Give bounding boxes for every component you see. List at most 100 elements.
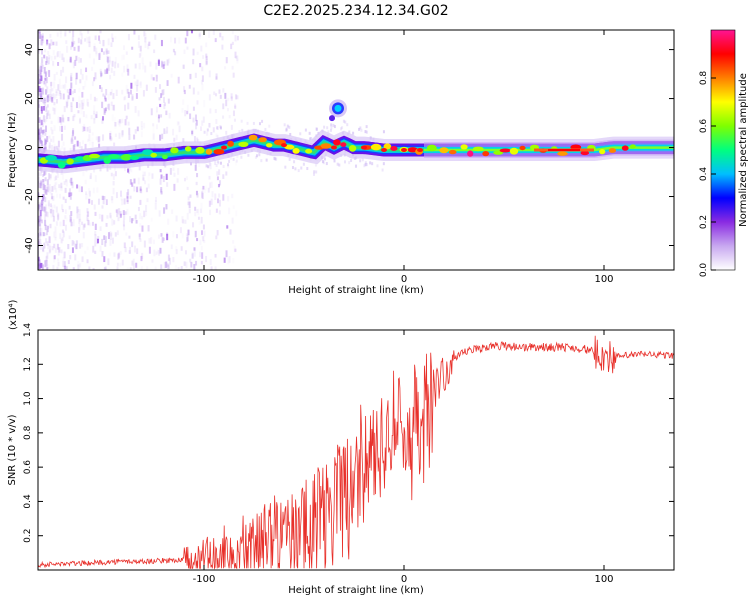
spectrogram-noise-speck [39, 69, 42, 77]
spectrogram-noise-speck [44, 83, 47, 87]
spectrogram-noise-speck [51, 246, 54, 251]
spectrogram-noise-speck [160, 233, 163, 237]
spectrogram-noise-speck [50, 81, 53, 87]
spectrogram-noise-speck [38, 203, 40, 211]
spectrogram-noise-speck [352, 131, 355, 135]
spectrogram-noise-speck [155, 75, 158, 79]
spectrogram-noise-speck [154, 87, 157, 93]
spectrogram-noise-speck [139, 223, 142, 227]
spectrogram-noise-speck [297, 169, 300, 173]
spectrogram-noise-speck [69, 179, 72, 183]
spectrogram-noise-speck [139, 213, 142, 219]
spectrogram-blob [608, 148, 617, 153]
spectrogram-noise-speck [209, 108, 212, 114]
spectrogram-noise-speck [46, 267, 49, 270]
spectrogram-noise-speck [146, 198, 149, 203]
spectrogram-noise-speck [104, 97, 107, 102]
spectrogram-noise-speck [118, 119, 121, 123]
spectrogram-noise-speck [146, 266, 149, 270]
spectrogram-noise-speck [47, 110, 50, 116]
spectrogram-noise-speck [187, 229, 190, 236]
spectrogram-noise-speck [68, 205, 71, 210]
spectrogram-noise-speck [57, 147, 60, 154]
spectrogram-noise-speck [165, 204, 168, 210]
spectrogram-noise-speck [38, 195, 40, 201]
spectrogram-noise-speck [184, 250, 187, 255]
spectrogram-noise-speck [79, 243, 82, 249]
spectrogram-noise-speck [275, 157, 278, 161]
spectrogram-noise-speck [80, 186, 83, 193]
spectrogram-noise-speck [241, 128, 244, 132]
spectrogram-noise-speck [341, 126, 344, 130]
spectrogram-noise-speck [208, 175, 211, 180]
spectrogram-noise-speck [48, 145, 51, 150]
spectrogram-noise-speck [163, 96, 166, 103]
spectrogram-noise-speck [38, 117, 41, 123]
spectrogram-noise-speck [158, 250, 161, 256]
spectrogram-noise-speck [116, 262, 119, 266]
spectrogram-noise-speck [118, 253, 121, 258]
spectrogram-noise-speck [140, 266, 143, 270]
spectrogram-noise-speck [116, 212, 119, 218]
spectrogram-noise-speck [65, 217, 68, 222]
spectrogram-noise-speck [180, 246, 183, 251]
spectrogram-noise-speck [38, 31, 41, 39]
snr-frame [37, 329, 675, 571]
spectrogram-noise-speck [38, 250, 40, 258]
spectrogram-noise-speck [201, 120, 204, 126]
spectrogram-noise-speck [158, 97, 161, 101]
spectrogram-noise-speck [126, 267, 129, 270]
spectrogram-noise-speck [40, 119, 43, 126]
spectrogram-noise-speck [38, 104, 40, 109]
spectrogram-noise-speck [64, 215, 67, 219]
spectrogram-noise-layer [38, 30, 385, 270]
spectrogram-noise-speck [100, 70, 103, 78]
spectrogram-blob [557, 151, 568, 156]
spectrogram-noise-speck [112, 173, 115, 180]
spectrogram-noise-speck [170, 244, 173, 250]
spectrogram-noise-speck [95, 114, 98, 119]
spectrogram-noise-speck [114, 133, 117, 137]
spectrogram-noise-speck [344, 120, 347, 124]
spectrogram-noise-speck [78, 224, 81, 231]
spectrogram-noise-speck [323, 157, 326, 161]
spectrogram-noise-speck [95, 47, 98, 55]
spectrogram-noise-speck [119, 251, 122, 255]
colorbar-tick-label: 0.8 [699, 71, 709, 86]
spectrogram-noise-speck [113, 70, 116, 76]
spectrogram-noise-speck [142, 90, 145, 97]
spectrogram-noise-speck [151, 173, 154, 179]
spectrogram-noise-speck [238, 130, 241, 134]
spectrogram-noise-speck [114, 125, 117, 129]
spectrogram-axes: -100 0 100 40 20 0 -20 -40 [24, 30, 674, 285]
spectrogram-blob [509, 147, 519, 155]
spectrogram-blob [184, 146, 192, 152]
spectrogram-noise-speck [44, 48, 47, 53]
spectrogram-noise-speck [44, 142, 47, 149]
spectrogram-noise-speck [137, 41, 140, 48]
spectrogram-noise-speck [274, 157, 277, 161]
spectrogram-noise-speck [132, 263, 135, 270]
spectrogram-noise-speck [184, 110, 187, 117]
colorbar-tick-label: 0.0 [699, 263, 709, 278]
spectrogram-noise-speck [109, 238, 112, 246]
spectrogram-noise-speck [232, 110, 235, 117]
spectrogram-noise-speck [60, 182, 63, 189]
spectrogram-noise-speck [185, 261, 188, 269]
spectrogram-noise-speck [125, 84, 128, 92]
spectrogram-noise-speck [76, 212, 79, 219]
spectrogram-noise-speck [162, 89, 165, 95]
spectrogram-noise-speck [161, 89, 164, 96]
spectrogram-noise-speck [65, 266, 68, 270]
spectrogram-noise-speck [112, 180, 115, 186]
spectrogram-noise-speck [38, 241, 40, 246]
spectrogram-noise-speck [113, 252, 116, 257]
spectrogram-noise-speck [66, 99, 69, 107]
spectrogram-noise-speck [38, 108, 40, 116]
spectrogram-noise-speck [81, 91, 84, 98]
spectrogram-noise-speck [109, 215, 112, 219]
spectrogram-noise-speck [154, 34, 157, 40]
spectrogram-noise-speck [81, 256, 84, 263]
spectrogram-noise-speck [65, 179, 68, 183]
spectrogram-noise-speck [169, 167, 172, 175]
